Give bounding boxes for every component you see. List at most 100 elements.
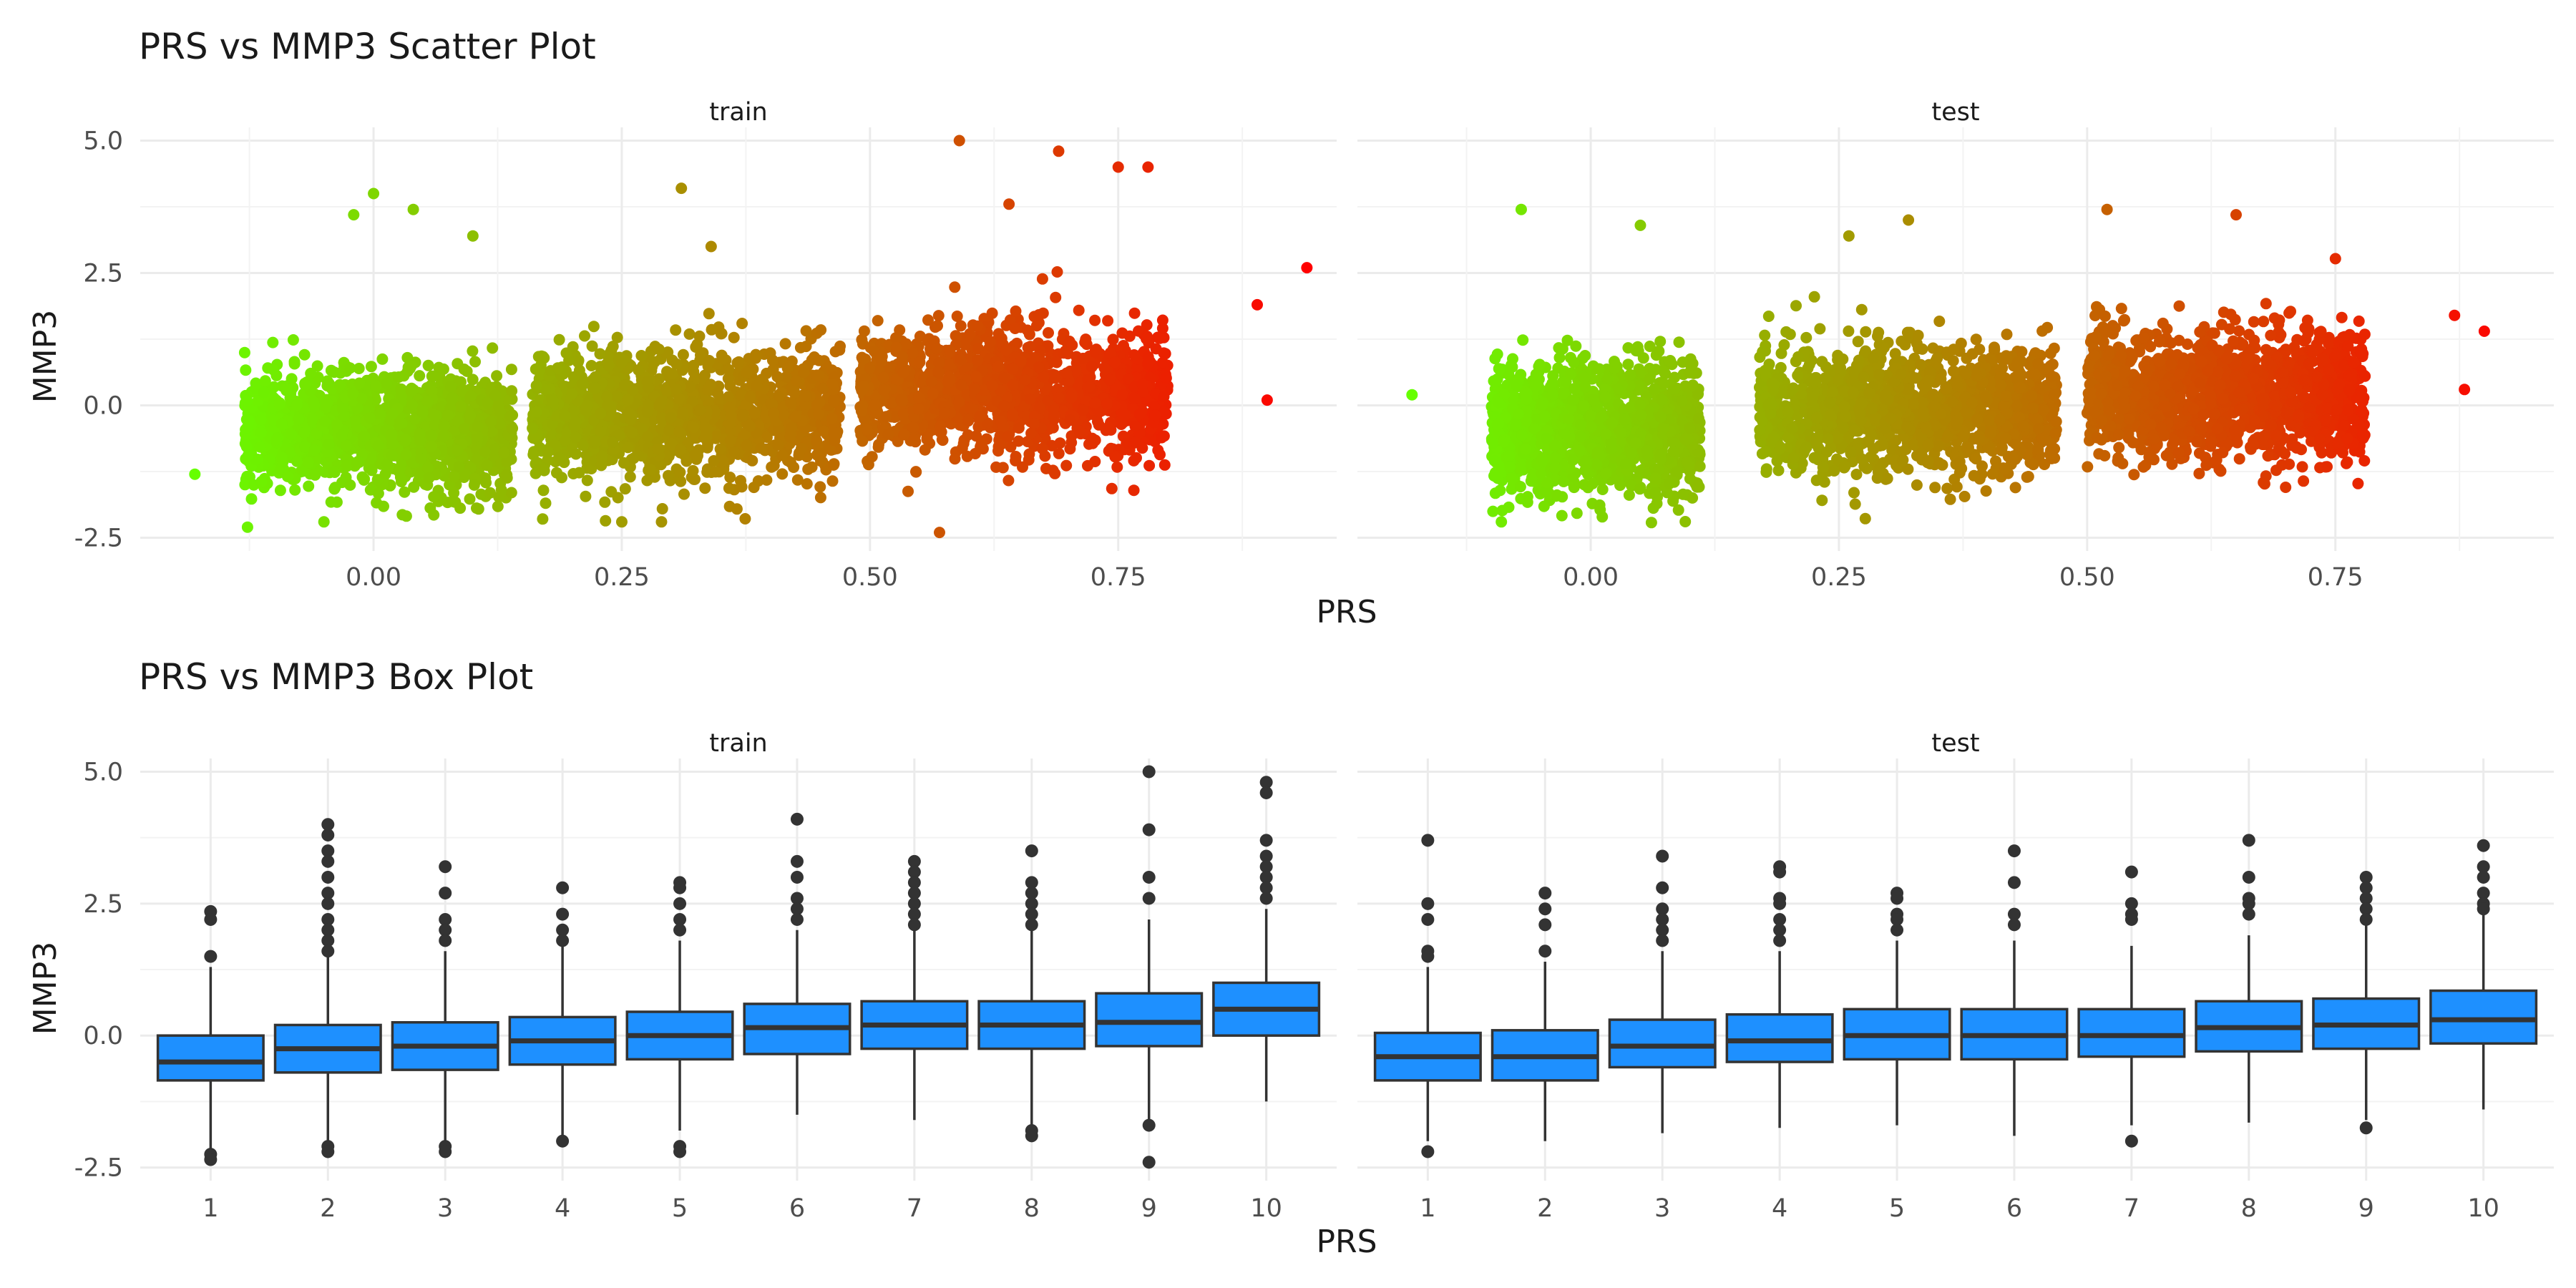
- scatter-point: [642, 399, 654, 411]
- scatter-point: [465, 390, 477, 402]
- scatter-point: [706, 323, 718, 336]
- scatter-point: [394, 462, 406, 474]
- scatter-point: [972, 354, 984, 366]
- scatter-point: [1053, 391, 1065, 404]
- scatter-point: [828, 458, 840, 470]
- scatter-point: [1654, 336, 1667, 348]
- scatter-point: [858, 381, 870, 393]
- scatter-point: [1077, 352, 1089, 364]
- scatter-point: [527, 422, 539, 434]
- scatter-point: [990, 461, 1002, 473]
- scatter-point: [596, 451, 608, 463]
- scatter-point: [723, 364, 735, 376]
- scatter-point: [1060, 367, 1073, 379]
- scatter-point: [1677, 488, 1689, 500]
- scatter-point: [635, 350, 648, 361]
- scatter-point: [641, 376, 653, 388]
- scatter-point: [344, 479, 356, 491]
- scatter-point: [421, 396, 434, 407]
- scatter-point: [739, 513, 751, 525]
- scatter-point: [615, 516, 628, 528]
- scatter-point: [998, 372, 1010, 384]
- scatter-point: [995, 332, 1008, 344]
- scatter-point: [405, 386, 417, 398]
- scatter-point: [790, 411, 802, 423]
- scatter-point: [396, 509, 409, 521]
- scatter-point: [353, 363, 365, 374]
- scatter-point: [811, 435, 823, 447]
- scatter-point: [877, 371, 889, 384]
- scatter-point: [992, 361, 1004, 373]
- scatter-point: [468, 479, 480, 491]
- scatter-point: [281, 470, 293, 482]
- scatter-point: [624, 471, 636, 483]
- scatter-point: [446, 393, 458, 405]
- scatter-point: [705, 240, 717, 253]
- scatter-point: [655, 516, 668, 528]
- scatter-title: PRS vs MMP3 Scatter Plot: [139, 26, 596, 67]
- scatter-point: [537, 351, 549, 363]
- scatter-point: [927, 388, 939, 399]
- scatter-point: [826, 412, 838, 424]
- scatter-point: [826, 378, 839, 390]
- scatter-point: [1048, 409, 1060, 421]
- scatter-point: [897, 395, 909, 407]
- scatter-point: [1036, 273, 1048, 285]
- scatter-point: [255, 426, 267, 439]
- scatter-point: [1043, 327, 1054, 339]
- scatter-point: [1017, 461, 1028, 473]
- scatter-point: [1064, 414, 1076, 426]
- scatter-point: [645, 464, 657, 476]
- scatter-point: [399, 486, 411, 498]
- scatter-point: [1156, 314, 1169, 326]
- scatter-point: [1034, 401, 1046, 414]
- scatter-point: [289, 484, 301, 496]
- scatter-point: [268, 364, 280, 376]
- scatter-point: [568, 420, 580, 432]
- scatter-point: [1002, 474, 1015, 487]
- scatter-point: [556, 472, 567, 484]
- scatter-point: [866, 451, 878, 463]
- scatter-strip-train: train: [709, 98, 767, 127]
- scatter-point: [969, 448, 981, 459]
- scatter-point: [553, 452, 565, 464]
- scatter-point: [1143, 459, 1156, 472]
- scatter-point: [791, 375, 803, 387]
- scatter-point: [245, 493, 258, 505]
- scatter-point: [764, 347, 776, 359]
- scatter-point: [800, 390, 812, 402]
- scatter-point: [487, 342, 499, 354]
- scatter-point: [364, 412, 376, 424]
- scatter-point: [1086, 432, 1098, 444]
- scatter-point: [788, 462, 800, 473]
- scatter-point: [396, 417, 408, 429]
- scatter-point: [896, 351, 908, 363]
- scatter-point: [800, 341, 812, 353]
- scatter-point: [1053, 447, 1065, 459]
- scatter-point: [813, 354, 825, 366]
- scatter-point: [970, 371, 982, 383]
- scatter-point: [458, 364, 470, 375]
- scatter-point: [828, 427, 840, 439]
- scatter-point: [869, 399, 881, 411]
- scatter-point: [286, 429, 298, 441]
- scatter-point: [1133, 409, 1146, 420]
- scatter-point: [984, 336, 996, 348]
- scatter-point: [615, 357, 628, 369]
- scatter-point: [998, 400, 1010, 412]
- scatter-point: [746, 454, 758, 467]
- scatter-point: [336, 403, 348, 415]
- scatter-point: [298, 426, 311, 439]
- scatter-point: [566, 388, 578, 400]
- scatter-point: [602, 359, 615, 371]
- scatter-point: [935, 426, 947, 438]
- scatter-point: [471, 502, 482, 514]
- scatter-point: [319, 416, 331, 428]
- scatter-point: [733, 356, 745, 368]
- scatter-point: [1015, 356, 1027, 367]
- scatter-point: [240, 364, 252, 376]
- scatter-point: [781, 362, 794, 374]
- scatter-point: [189, 468, 201, 480]
- scatter-point: [858, 325, 870, 337]
- scatter-point: [1653, 345, 1665, 357]
